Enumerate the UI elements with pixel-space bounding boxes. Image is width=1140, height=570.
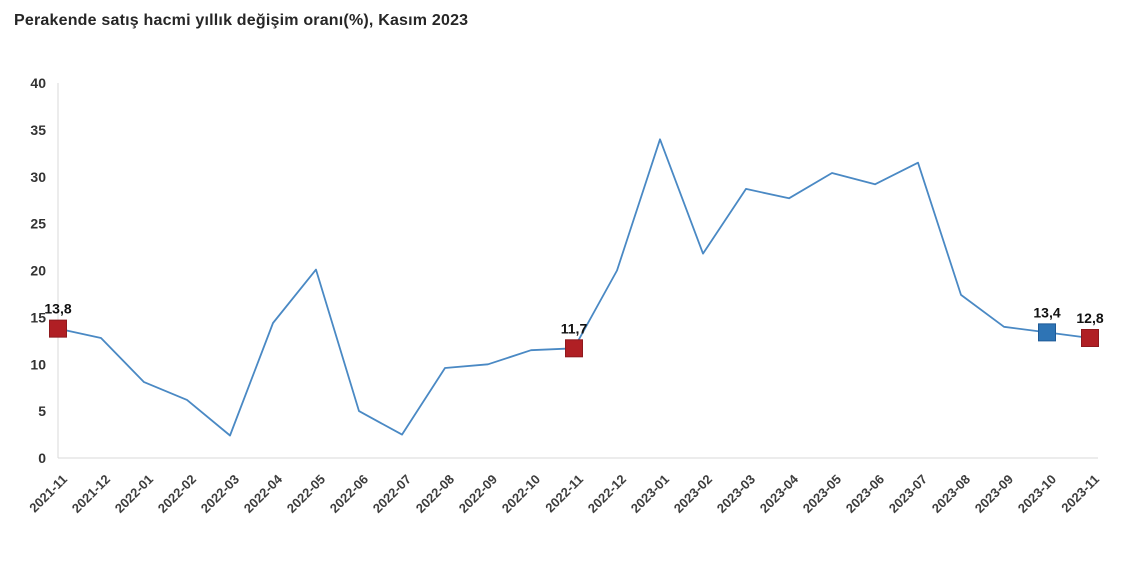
x-tick-label: 2022-06: [327, 472, 371, 516]
y-tick-label: 40: [30, 75, 46, 91]
x-tick-label: 2023-07: [886, 472, 930, 516]
x-tick-label: 2022-07: [370, 472, 414, 516]
y-tick-label: 35: [30, 122, 46, 138]
x-tick-label: 2023-11: [1058, 472, 1102, 516]
x-tick-label: 2023-06: [843, 472, 887, 516]
y-tick-label: 25: [30, 216, 46, 232]
y-tick-label: 5: [38, 403, 46, 419]
x-tick-label: 2023-01: [628, 472, 672, 516]
x-tick-label: 2022-02: [155, 472, 199, 516]
y-tick-label: 0: [38, 450, 46, 466]
data-point-marker: [1081, 329, 1099, 347]
y-tick-label: 10: [30, 356, 46, 372]
x-tick-label: 2022-01: [112, 472, 156, 516]
data-point-marker: [1038, 323, 1056, 342]
x-tick-label: 2022-11: [542, 472, 586, 516]
x-tick-label: 2023-09: [972, 472, 1016, 516]
y-tick-label: 30: [30, 169, 46, 185]
x-tick-label: 2022-12: [585, 472, 629, 516]
data-point-label: 13,8: [44, 301, 71, 317]
x-tick-label: 2023-08: [929, 472, 973, 516]
data-point-label: 12,8: [1076, 310, 1103, 326]
x-tick-label: 2022-04: [241, 471, 286, 516]
x-tick-label: 2021-12: [69, 472, 113, 516]
x-tick-label: 2022-03: [198, 472, 242, 516]
x-tick-label: 2022-08: [413, 472, 457, 516]
x-tick-label: 2021-11: [26, 472, 70, 516]
y-tick-label: 15: [30, 309, 46, 325]
data-point-label: 13,4: [1033, 304, 1060, 320]
y-tick-label: 20: [30, 263, 46, 279]
chart-title: Perakende satış hacmi yıllık değişim ora…: [14, 12, 469, 29]
x-tick-label: 2023-04: [757, 471, 802, 516]
series-line: [57, 138, 1091, 437]
x-tick-label: 2022-10: [499, 472, 543, 516]
x-tick-label: 2023-03: [714, 472, 758, 516]
x-tick-label: 2022-05: [284, 472, 328, 516]
x-tick-label: 2023-05: [800, 472, 844, 516]
x-tick-label: 2023-02: [671, 472, 715, 516]
data-point-marker: [49, 319, 67, 338]
x-tick-label: 2023-10: [1015, 472, 1059, 516]
data-point-marker: [565, 339, 583, 358]
data-point-label: 11,7: [561, 320, 588, 336]
x-tick-label: 2022-09: [456, 472, 500, 516]
